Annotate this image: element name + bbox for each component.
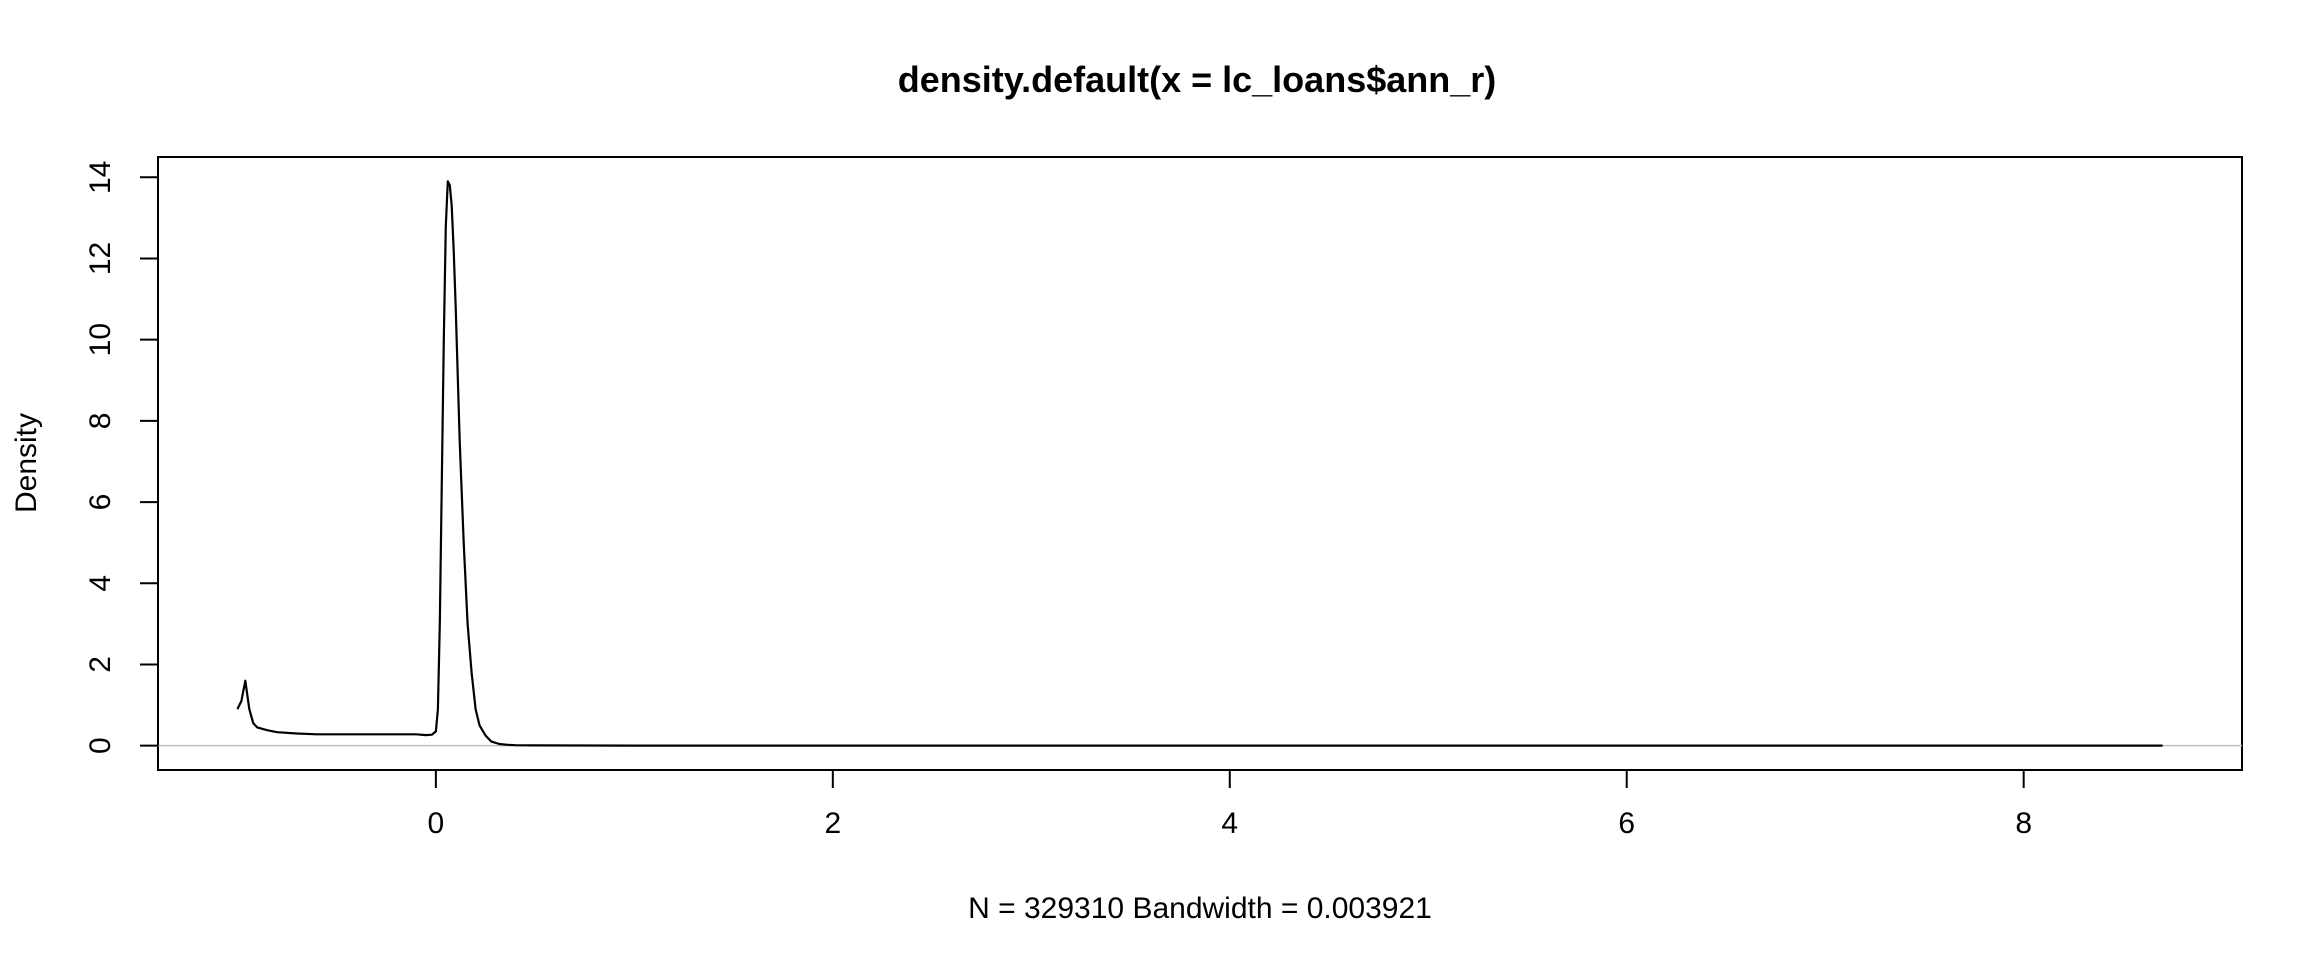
y-axis-label: Density	[10, 413, 43, 513]
y-tick-label: 10	[84, 323, 117, 356]
x-tick-label: 4	[1221, 807, 1238, 840]
y-tick-label: 8	[84, 413, 117, 430]
density-curve	[236, 180, 2163, 747]
y-axis: 0 2 4 6 8 10 12 14	[84, 161, 159, 754]
y-tick-label: 12	[84, 242, 117, 275]
chart-title: density.default(x = lc_loans$ann_r)	[898, 59, 1497, 100]
y-tick-label: 4	[84, 575, 117, 592]
y-tick-label: 6	[84, 494, 117, 511]
y-tick-label: 2	[84, 656, 117, 673]
y-tick-label: 14	[84, 161, 117, 194]
y-tick-label: 0	[84, 737, 117, 754]
x-tick-label: 2	[824, 807, 841, 840]
x-tick-label: 6	[1618, 807, 1635, 840]
x-tick-label: 8	[2015, 807, 2032, 840]
x-axis-label: N = 329310 Bandwidth = 0.003921	[968, 892, 1432, 925]
x-tick-label: 0	[428, 807, 445, 840]
x-axis: 0 2 4 6 8	[428, 769, 2032, 840]
plot-frame	[157, 156, 2243, 771]
